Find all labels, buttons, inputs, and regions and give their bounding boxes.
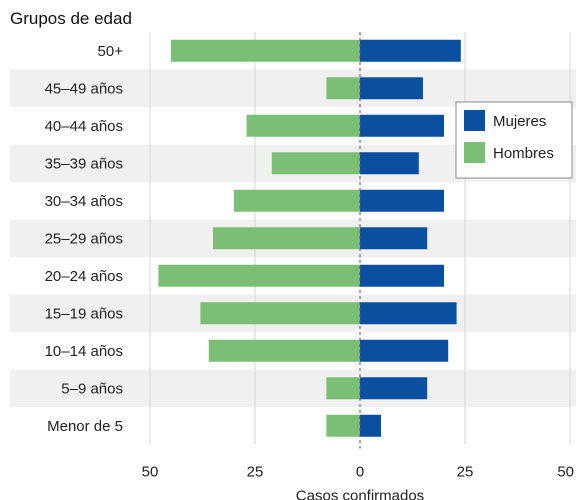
category-label: 35–39 años: [45, 155, 123, 172]
bar-hombres: [246, 114, 360, 137]
bar-hombres: [213, 227, 360, 250]
category-labels: 50+ 45–49 años 40–44 años 35–39 años 30–34 a…: [45, 43, 124, 435]
bar-hombres: [326, 414, 360, 437]
row-band: [10, 69, 576, 107]
bar-mujeres: [360, 227, 428, 250]
bar-hombres: [326, 377, 360, 400]
bar-mujeres: [360, 264, 444, 287]
bar-hombres: [171, 39, 360, 62]
bar-mujeres: [360, 114, 444, 137]
legend: Mujeres Hombres: [455, 101, 573, 179]
bar-mujeres: [360, 339, 449, 362]
bar-mujeres: [360, 39, 461, 62]
bars: [158, 39, 461, 437]
category-label: 30–34 años: [45, 193, 123, 210]
bar-mujeres: [360, 414, 381, 437]
legend-label: Hombres: [493, 145, 554, 162]
x-tick-label: 25: [247, 464, 264, 481]
bar-mujeres: [360, 189, 444, 212]
bar-hombres: [326, 77, 360, 100]
bar-mujeres: [360, 377, 428, 400]
x-tick-label: 25: [457, 464, 474, 481]
chart-title: Grupos de edad: [10, 9, 132, 28]
category-label: 20–24 años: [45, 268, 123, 285]
bar-mujeres: [360, 77, 423, 100]
bar-hombres: [271, 152, 360, 175]
category-label: 40–44 años: [45, 118, 123, 135]
bar-hombres: [158, 264, 360, 287]
legend-label: Mujeres: [493, 113, 546, 130]
x-axis-label: Casos confirmados: [296, 488, 424, 500]
category-label: 10–14 años: [45, 343, 123, 360]
x-tick-label: 50: [142, 464, 159, 481]
bar-mujeres: [360, 302, 457, 325]
category-label: 25–29 años: [45, 230, 123, 247]
row-band: [10, 369, 576, 407]
bar-hombres: [208, 339, 360, 362]
legend-swatch: [464, 110, 485, 131]
bar-hombres: [234, 189, 360, 212]
category-label: 50+: [98, 43, 124, 60]
category-label: 45–49 años: [45, 80, 123, 97]
x-axis-ticks: 50 25 0 25 50: [142, 464, 574, 481]
category-label: 5–9 años: [61, 380, 123, 397]
category-label: 15–19 años: [45, 305, 123, 322]
category-label: Menor de 5: [47, 418, 123, 435]
bar-mujeres: [360, 152, 419, 175]
bar-hombres: [200, 302, 360, 325]
legend-swatch: [464, 142, 485, 163]
x-tick-label: 0: [356, 464, 364, 481]
x-tick-label: 50: [557, 464, 574, 481]
